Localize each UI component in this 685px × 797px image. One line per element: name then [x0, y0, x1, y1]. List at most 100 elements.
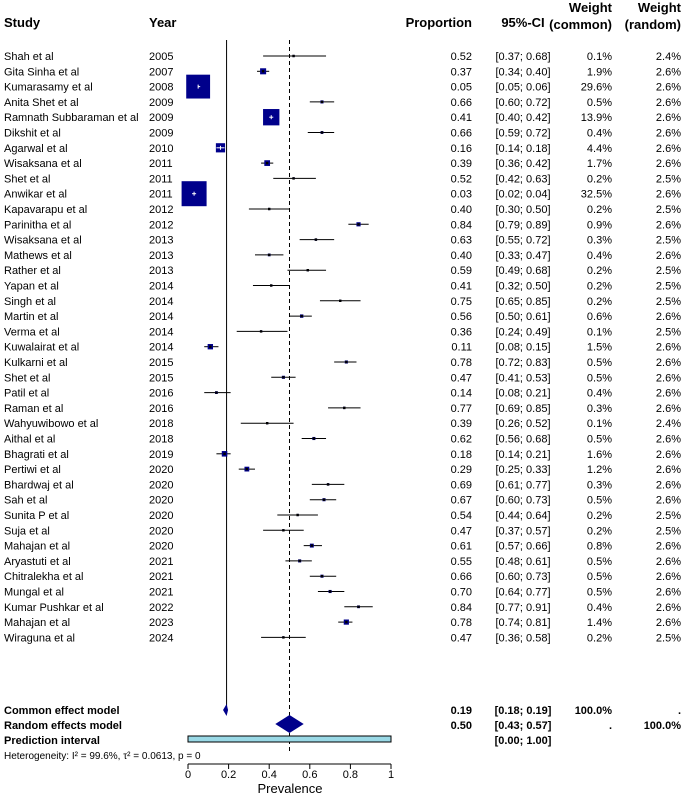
study-ci: [0.37; 0.68] — [495, 51, 550, 63]
study-weight-common: 4.4% — [587, 143, 612, 155]
study-weight-random: 2.5% — [656, 235, 681, 247]
study-weight-common: 0.4% — [587, 250, 612, 262]
study-proportion: 0.59 — [451, 265, 472, 277]
study-proportion: 0.11 — [451, 342, 472, 354]
study-point-estimate — [306, 269, 309, 272]
study-name: Parinitha et al — [4, 219, 71, 231]
study-weight-random: 2.6% — [656, 82, 681, 94]
study-ci: [0.14; 0.18] — [495, 143, 550, 155]
study-name: Mahajan et al — [4, 617, 70, 629]
study-ci: [0.25; 0.33] — [495, 464, 550, 476]
study-point-estimate — [345, 360, 348, 364]
study-point-estimate — [300, 314, 303, 318]
study-name: Patil et al — [4, 388, 49, 400]
study-year: 2014 — [149, 281, 173, 293]
study-ci: [0.26; 0.52] — [495, 418, 550, 430]
study-weight-common: 0.5% — [587, 495, 612, 507]
study-name: Martin et al — [4, 311, 58, 323]
study-weight-random: 2.6% — [656, 403, 681, 415]
study-point-estimate — [265, 422, 269, 425]
common-effect-ci: [0.18; 0.19] — [495, 705, 552, 717]
common-effect-label: Common effect model — [4, 705, 120, 717]
study-proportion: 0.61 — [451, 541, 472, 553]
study-year: 2020 — [149, 525, 173, 537]
study-year: 2009 — [149, 128, 173, 140]
study-proportion: 0.66 — [451, 128, 472, 140]
study-ci: [0.36; 0.42] — [495, 158, 550, 170]
study-weight-random: 2.5% — [656, 204, 681, 216]
study-weight-common: 0.3% — [587, 479, 612, 491]
study-name: Verma et al — [4, 326, 60, 338]
study-weight-random: 2.6% — [656, 250, 681, 262]
study-name: Bhardwaj et al — [4, 479, 74, 491]
study-year: 2018 — [149, 418, 173, 430]
study-proportion: 0.84 — [451, 602, 472, 614]
study-name: Chitralekha et al — [4, 571, 84, 583]
study-proportion: 0.70 — [451, 587, 472, 599]
study-point-estimate — [339, 299, 342, 302]
study-weight-common: 0.6% — [587, 311, 612, 323]
common-effect-weight-random: . — [678, 705, 681, 717]
study-point-estimate — [326, 483, 330, 486]
study-proportion: 0.40 — [451, 250, 472, 262]
study-ci: [0.60; 0.73] — [495, 571, 550, 583]
study-name: Kumarasamy et al — [4, 82, 93, 94]
header-weight-random-1: Weight — [638, 0, 682, 15]
study-year: 2012 — [149, 204, 173, 216]
study-name: Shah et al — [4, 51, 54, 63]
study-year: 2021 — [149, 571, 173, 583]
random-effects-weight-common: . — [609, 720, 612, 732]
study-proportion: 0.40 — [451, 204, 472, 216]
study-year: 2013 — [149, 265, 173, 277]
study-weight-random: 2.6% — [656, 617, 681, 629]
study-point-estimate — [268, 253, 271, 257]
study-point-estimate — [343, 406, 346, 410]
study-weight-random: 2.5% — [656, 296, 681, 308]
study-weight-random: 2.5% — [656, 265, 681, 277]
study-weight-common: 0.8% — [587, 541, 612, 553]
study-ci: [0.79; 0.89] — [495, 219, 550, 231]
study-year: 2020 — [149, 479, 173, 491]
study-weight-common: 0.4% — [587, 388, 612, 400]
study-weight-random: 2.6% — [656, 602, 681, 614]
header-year: Year — [149, 15, 176, 30]
study-weight-common: 0.4% — [587, 128, 612, 140]
study-ci: [0.69; 0.85] — [495, 403, 550, 415]
heterogeneity-text: Heterogeneity: I² = 99.6%, τ² = 0.0613, … — [4, 751, 201, 762]
study-weight-random: 2.6% — [656, 495, 681, 507]
study-weight-common: 13.9% — [581, 112, 612, 124]
study-proportion: 0.63 — [451, 235, 472, 247]
study-name: Sah et al — [4, 495, 47, 507]
study-name: Rather et al — [4, 265, 61, 277]
header-ci: 95%-CI — [501, 15, 544, 30]
study-point-estimate — [245, 467, 249, 471]
study-point-estimate — [357, 223, 360, 226]
study-point-estimate — [296, 513, 299, 517]
study-proportion: 0.47 — [451, 372, 472, 384]
study-point-estimate — [320, 100, 324, 104]
study-year: 2021 — [149, 556, 173, 568]
study-weight-common: 0.2% — [587, 632, 612, 644]
study-weight-common: 0.2% — [587, 173, 612, 185]
study-weight-random: 2.6% — [656, 66, 681, 78]
study-weight-common: 0.5% — [587, 434, 612, 446]
study-weight-random: 2.6% — [656, 219, 681, 231]
study-weight-random: 2.4% — [656, 418, 681, 430]
study-weight-random: 2.6% — [656, 97, 681, 109]
study-weight-random: 2.6% — [656, 311, 681, 323]
study-ci: [0.77; 0.91] — [495, 602, 550, 614]
study-proportion: 0.03 — [451, 189, 472, 201]
study-ci: [0.32; 0.50] — [495, 281, 550, 293]
study-name: Singh et al — [4, 296, 56, 308]
study-proportion: 0.39 — [451, 418, 472, 430]
study-weight-random: 2.4% — [656, 51, 681, 63]
study-weight-common: 0.5% — [587, 587, 612, 599]
study-ci: [0.49; 0.68] — [495, 265, 550, 277]
study-ci: [0.33; 0.47] — [495, 250, 550, 262]
random-effects-label: Random effects model — [4, 720, 122, 732]
study-weight-random: 2.6% — [656, 189, 681, 201]
study-weight-common: 0.5% — [587, 571, 612, 583]
x-axis-tick-label: 0.6 — [302, 769, 317, 781]
header-proportion: Proportion — [406, 15, 472, 30]
study-proportion: 0.16 — [451, 143, 472, 155]
